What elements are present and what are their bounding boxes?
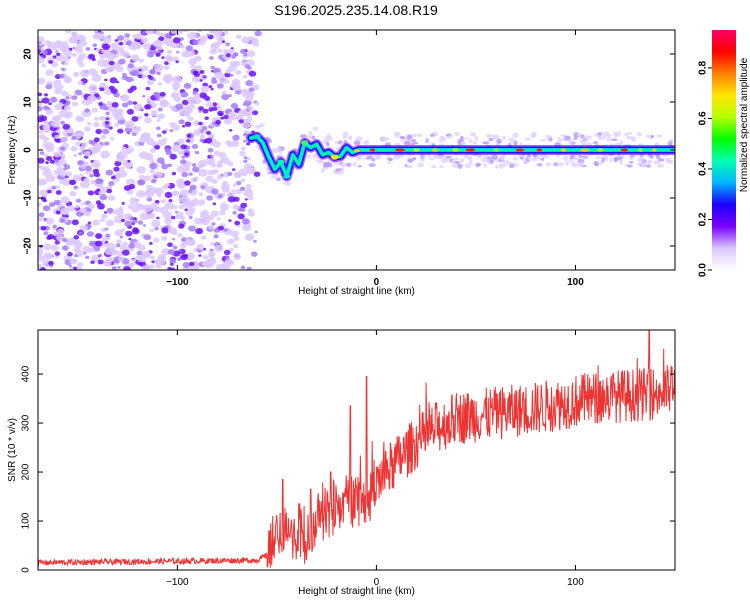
bottom-x-axis-label: Height of straight line (km) [298,586,415,597]
colorbar-tick-label: 0.2 [698,212,709,226]
top-y-axis-label: Frequency (Hz) [7,116,18,185]
top-x-axis-label: Height of straight line (km) [298,286,415,297]
colorbar-tick-label: 0.6 [698,111,709,125]
bottom-y-tick-label: 100 [21,512,32,529]
spectrogram-image [38,30,675,270]
colorbar-tick-label: 0.0 [698,263,709,277]
top-y-tick-label: −20 [23,237,34,254]
bottom-x-tick-label: 100 [567,577,584,588]
top-y-tick-label: 10 [23,96,34,108]
bottom-y-tick-label: 200 [21,463,32,480]
bottom-x-tick-label: −100 [166,577,189,588]
bottom-y-axis: 0 100 200 300 400 SNR (10 * v/v) [7,365,675,573]
colorbar-tick-label: 0.8 [698,61,709,75]
top-y-axis: −20 −10 0 10 20 Frequency (Hz) [7,48,675,254]
top-x-tick-label: −100 [166,277,189,288]
top-y-tick-label: 0 [23,147,34,153]
bottom-y-axis-label: SNR (10 * v/v) [7,418,18,482]
bottom-y-tick-label: 400 [21,365,32,382]
top-x-tick-label: 0 [374,277,380,288]
top-x-tick-label: 100 [567,277,584,288]
top-x-axis: −100 0 100 Height of straight line (km) [166,30,584,297]
colorbar: 0.0 0.2 0.4 0.6 0.8 Normalized spectral ampli… [698,30,750,277]
ridge-hotspots [253,134,657,179]
colorbar-gradient [712,30,736,270]
colorbar-label: Normalized spectral amplitude [739,57,750,192]
bottom-y-tick-label: 0 [21,567,32,573]
bottom-x-axis: −100 0 100 Height of straight line (km) [166,330,584,597]
noise-speckles [38,30,262,270]
bottom-plot-frame [37,329,676,571]
bottom-y-tick-label: 300 [21,414,32,431]
top-y-tick-label: −10 [23,189,34,206]
figure-title: S196.2025.235.14.08.R19 [274,2,438,18]
bottom-x-tick-label: 0 [374,577,380,588]
top-y-tick-label: 20 [23,48,34,60]
colorbar-tick-label: 0.4 [698,162,709,176]
snr-line [38,330,675,568]
